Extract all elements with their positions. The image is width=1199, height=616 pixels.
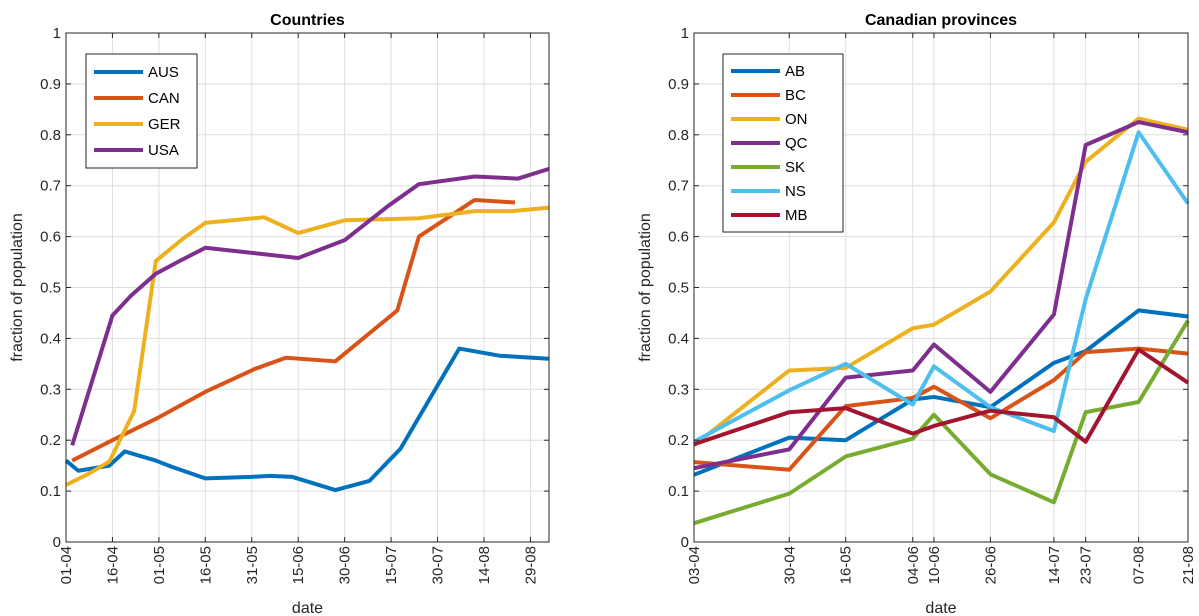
y-tick-label: 1 (53, 25, 61, 42)
legend-label-usa: USA (148, 142, 179, 159)
x-tick-label: 10-06 (926, 546, 943, 584)
x-tick-label: 07-08 (1131, 546, 1148, 584)
y-tick-label: 0.5 (668, 280, 689, 297)
legend-label-on: ON (785, 111, 808, 128)
series-line-usa (70, 166, 550, 446)
series-line-aus (64, 346, 550, 493)
x-tick-label: 26-06 (982, 546, 999, 584)
x-tick-label: 16-04 (104, 546, 121, 584)
y-tick-label: 0.9 (40, 76, 61, 93)
y-tick-label: 0.4 (40, 330, 61, 347)
y-tick-label: 0.1 (668, 483, 689, 500)
legend-label-ab: AB (785, 63, 805, 80)
series-line-can (71, 197, 516, 463)
y-tick-label: 0.7 (40, 178, 61, 195)
x-tick-label: 31-05 (244, 546, 261, 584)
y-tick-label: 0.2 (40, 432, 61, 449)
y-axis: 0 0.1 0.2 0.3 0.4 0.5 0.6 0.7 0.8 0.9 1 (668, 25, 1188, 551)
x-tick-label: 15-06 (290, 546, 307, 584)
y-tick-label: 0.3 (668, 381, 689, 398)
y-tick-label: 0.1 (40, 483, 61, 500)
legend-label-sk: SK (785, 159, 805, 176)
legend-label-ger: GER (148, 116, 181, 133)
x-tick-label: 30-07 (430, 546, 447, 584)
legend-label-qc: QC (785, 135, 808, 152)
x-axis-label: date (925, 600, 956, 616)
legend-label-bc: BC (785, 87, 806, 104)
x-tick-label: 14-08 (476, 546, 493, 584)
series-line-sk (693, 319, 1190, 526)
x-axis: 03-04 30-04 16-05 04-06 10-06 26-06 14-07 23-07… (686, 33, 1197, 584)
x-tick-label: 30-06 (337, 546, 354, 584)
x-tick-label: 21-08 (1180, 546, 1197, 584)
y-tick-label: 0.2 (668, 432, 689, 449)
y-tick-label: 0.3 (40, 381, 61, 398)
legend-label-aus: AUS (148, 64, 179, 81)
x-tick-label: 14-07 (1046, 546, 1063, 584)
chart-title: Canadian provinces (865, 12, 1017, 29)
series-line-bc (693, 346, 1189, 472)
y-tick-label: 0.5 (40, 280, 61, 297)
chart-title: Countries (270, 12, 345, 29)
y-tick-label: 0.9 (668, 76, 689, 93)
series-group (64, 166, 550, 493)
y-tick-label: 0.4 (668, 330, 689, 347)
y-tick-label: 0.8 (668, 127, 689, 144)
x-tick-label: 15-07 (383, 546, 400, 584)
legend-label-can: CAN (148, 90, 180, 107)
x-tick-label: 16-05 (838, 546, 855, 584)
y-tick-label: 0.6 (668, 229, 689, 246)
y-axis-label: fraction of population (637, 213, 654, 362)
y-tick-label: 0.6 (40, 229, 61, 246)
y-tick-label: 0.7 (668, 178, 689, 195)
x-tick-label: 04-06 (905, 546, 922, 584)
y-tick-label: 0 (53, 534, 61, 551)
x-tick-label: 01-04 (58, 546, 75, 584)
series-line-qc (693, 120, 1189, 471)
x-tick-label: 01-05 (151, 546, 168, 584)
canadian-provinces-chart: 0 0.1 0.2 0.3 0.4 0.5 0.6 0.7 0.8 0.9 1 03-04 30-04 1… (637, 12, 1197, 616)
series-group (692, 116, 1190, 526)
x-axis-label: date (292, 600, 323, 616)
x-tick-label: 23-07 (1078, 546, 1095, 584)
series-line-mb (693, 347, 1190, 447)
series-line-ns (693, 130, 1190, 444)
y-tick-label: 0.8 (40, 127, 61, 144)
legend-label-ns: NS (785, 183, 806, 200)
x-tick-label: 16-05 (197, 546, 214, 584)
x-tick-label: 30-04 (781, 546, 798, 584)
series-line-on (692, 116, 1189, 447)
x-tick-label: 29-08 (522, 546, 539, 584)
legend-label-mb: MB (785, 207, 808, 224)
x-tick-label: 03-04 (686, 546, 703, 584)
y-tick-label: 0 (681, 534, 689, 551)
legend: AB BC ON QC SK NS MB (722, 53, 844, 233)
series-line-ger (65, 205, 550, 487)
legend: AUS CAN GER USA (85, 53, 198, 169)
y-tick-label: 1 (681, 25, 689, 42)
x-axis: 01-04 16-04 01-05 16-05 31-05 15-06 30-06 15-07… (58, 33, 539, 584)
y-axis: 0 0.1 0.2 0.3 0.4 0.5 0.6 0.7 0.8 0.9 1 (40, 25, 549, 551)
y-axis-label: fraction of population (9, 213, 26, 362)
